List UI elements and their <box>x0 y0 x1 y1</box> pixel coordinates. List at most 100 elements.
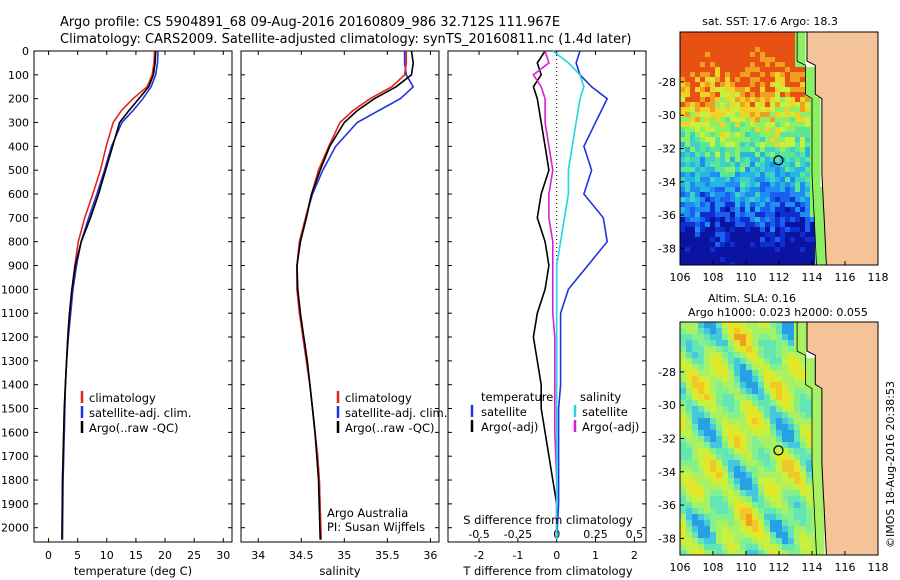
y-tick-label: 0 <box>22 45 29 58</box>
map-x-tick-label: 114 <box>802 561 823 574</box>
map-x-tick-label: 116 <box>835 561 856 574</box>
temperature-plot: 0 5 10 15 20 25 300100200300400500600700800900… <box>1 45 232 562</box>
shelf-contour <box>796 322 817 555</box>
y-tick-label: 1500 <box>1 403 29 416</box>
map-x-tick-label: 108 <box>703 271 724 284</box>
sla-map-title-1: Altim. SLA: 0.16 <box>708 292 796 305</box>
map-image <box>680 32 878 265</box>
legend-label-satellite: satellite-adj. clim. <box>89 406 191 420</box>
x-tick-label: 35.5 <box>375 549 400 562</box>
map-y-tick-label: -36 <box>658 499 676 512</box>
series-line-argo-raw-qc- <box>61 50 157 540</box>
salinity-plot: 34 34.5 35 35.5 36 <box>241 50 439 562</box>
x-tick-top-label: -0.5 <box>468 528 489 541</box>
x-tick-label: 0 <box>553 549 560 562</box>
series-line-climatology <box>61 50 156 540</box>
map-x-tick-label: 110 <box>736 561 757 574</box>
legend-label-satellite: satellite-adj. clim. <box>345 406 447 420</box>
sla-map-title-2: Argo h1000: 0.023 h2000: 0.055 <box>688 306 868 319</box>
x-tick-label: 15 <box>129 549 143 562</box>
y-tick-label: 600 <box>8 188 29 201</box>
sla-map: 106 108 110 112 114 116 118 -28 -30 -32 -34 -36 -38 <box>658 321 889 574</box>
legend-label-s-satellite: satellite <box>582 405 628 419</box>
map-x-tick-label: 116 <box>835 271 856 284</box>
y-tick-label: 900 <box>8 260 29 273</box>
x-tick-label: 30 <box>216 549 230 562</box>
y-tick-label: 500 <box>8 164 29 177</box>
map-image <box>680 322 878 555</box>
x-tick-label: 2 <box>631 549 638 562</box>
y-tick-label: 300 <box>8 117 29 130</box>
legend-label-t-satellite: satellite <box>481 405 527 419</box>
map-x-tick-label: 118 <box>868 561 889 574</box>
y-tick-label: 700 <box>8 212 29 225</box>
series-line-satellite-adj-clim- <box>296 51 415 540</box>
map-x-tick-label: 114 <box>802 271 823 284</box>
shelf-contour <box>796 32 817 265</box>
map-x-tick-label: 118 <box>868 271 889 284</box>
x-tick-label: 35 <box>337 549 351 562</box>
legend-label-argo: Argo(..raw -QC) <box>89 421 179 435</box>
temperature-xlabel: temperature (deg C) <box>74 564 192 578</box>
map-x-tick-label: 110 <box>736 271 757 284</box>
annotation-line2: PI: Susan Wijffels <box>327 520 425 534</box>
header-line2: Climatology: CARS2009. Satellite-adjuste… <box>60 32 632 47</box>
map-y-tick-label: -28 <box>658 366 676 379</box>
series-line-salinity-argo-adj- <box>532 50 558 540</box>
map-y-tick-label: -32 <box>658 143 676 156</box>
difference-xlabel-top: S difference from climatology <box>463 513 633 527</box>
sst-map: 106 108 110 112 114 116 118 -28 -30 -32 -34 -36 -38 <box>658 31 889 284</box>
legend-label-t-argo: Argo(-adj) <box>481 420 538 434</box>
salinity-panel <box>240 50 440 543</box>
legend-label-s-argo: Argo(-adj) <box>582 420 639 434</box>
x-tick-label: 10 <box>100 549 114 562</box>
map-x-tick-label: 112 <box>769 561 790 574</box>
map-y-tick-label: -28 <box>658 76 676 89</box>
x-tick-label: 25 <box>187 549 201 562</box>
x-tick-top-label: 0.25 <box>583 528 608 541</box>
difference-xlabel: T difference from climatology <box>462 564 633 578</box>
y-tick-label: 800 <box>8 236 29 249</box>
difference-legend: temperature salinity satellite Argo(-adj… <box>470 390 639 434</box>
x-tick-label: -2 <box>474 549 485 562</box>
y-tick-label: 1100 <box>1 307 29 320</box>
map-y-tick-label: -34 <box>658 176 676 189</box>
series-line-temperature-argo-adj- <box>532 50 558 540</box>
credit-text: ©IMOS 18-Aug-2016 20:38:53 <box>884 381 897 548</box>
temperature-panel <box>33 50 233 543</box>
y-tick-label: 100 <box>8 69 29 82</box>
map-y-tick-label: -30 <box>658 399 676 412</box>
differences-plot: -2 -1 0 1 2-0.5 -0.25 0 0.25 0.5 <box>448 50 646 562</box>
map-x-tick-label: 106 <box>670 561 691 574</box>
x-tick-label: 0 <box>45 549 52 562</box>
map-x-tick-label: 112 <box>769 271 790 284</box>
land <box>806 32 878 265</box>
map-y-tick-label: -34 <box>658 466 676 479</box>
header-line1: Argo profile: CS 5904891_68 09-Aug-2016 … <box>60 15 560 30</box>
legend-title-salinity: salinity <box>580 390 621 404</box>
temperature-legend: climatology satellite-adj. clim. Argo(..… <box>80 391 191 435</box>
argo-marker <box>773 155 784 166</box>
x-tick-top-label: 0.5 <box>626 528 644 541</box>
x-tick-label: 36 <box>423 549 437 562</box>
x-tick-label: 20 <box>158 549 172 562</box>
land <box>806 322 878 555</box>
x-tick-label: 5 <box>74 549 81 562</box>
salinity-legend: climatology satellite-adj. clim. Argo(..… <box>336 391 447 435</box>
series-line-climatology <box>296 51 408 540</box>
argo-marker <box>773 445 784 456</box>
series-line-salinity-satellite <box>552 50 585 540</box>
series-line-temperature-satellite <box>555 50 609 540</box>
legend-title-temperature: temperature <box>481 390 553 404</box>
map-x-tick-label: 108 <box>703 561 724 574</box>
y-tick-label: 1400 <box>1 379 29 392</box>
y-tick-label: 1000 <box>1 283 29 296</box>
x-tick-label: 34.5 <box>289 549 314 562</box>
legend-label-climatology: climatology <box>89 391 156 405</box>
y-tick-label: 1200 <box>1 331 29 344</box>
sst-map-title: sat. SST: 17.6 Argo: 18.3 <box>702 15 838 28</box>
map-y-tick-label: -36 <box>658 209 676 222</box>
x-tick-label: 1 <box>592 549 599 562</box>
map-y-tick-label: -30 <box>658 109 676 122</box>
